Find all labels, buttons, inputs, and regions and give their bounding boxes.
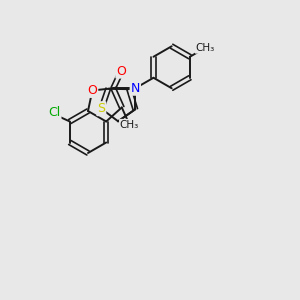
Text: S: S [97,102,105,115]
Text: O: O [87,84,97,97]
Text: O: O [116,64,126,78]
Text: CH₃: CH₃ [120,120,139,130]
Text: Cl: Cl [48,106,61,119]
Text: CH₃: CH₃ [196,43,215,53]
Text: N: N [130,82,140,95]
